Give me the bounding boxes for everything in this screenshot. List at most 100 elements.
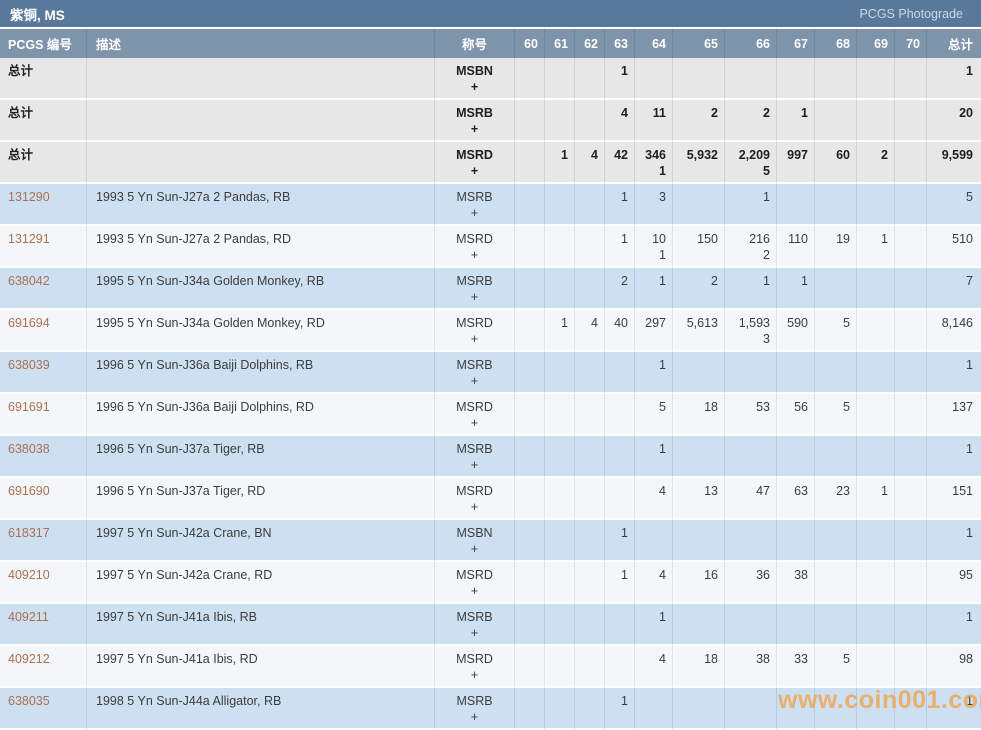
grade-cell-64: 4 (635, 562, 673, 604)
grade-cell-62 (575, 520, 605, 562)
pcgs-number-link[interactable]: 691690 (8, 484, 50, 498)
grade-count: 53 (756, 400, 770, 414)
grade-count: 18 (704, 400, 718, 414)
grade-cell-62 (575, 268, 605, 310)
designation-label: MSRB (456, 694, 493, 708)
grade-cell-63: 1 (605, 562, 635, 604)
coin-description: 1997 5 Yn Sun-J42a Crane, RD (96, 568, 273, 582)
header-designation: 称号 (435, 29, 515, 58)
coin-description: 1996 5 Yn Sun-J36a Baiji Dolphins, RB (96, 358, 314, 372)
coin-row: 691690 1996 5 Yn Sun-J37a Tiger, RD MSRD +4… (0, 478, 981, 520)
designation-plus: + (470, 164, 479, 178)
grade-cell-61 (545, 268, 575, 310)
total-row: 总计 MSRD +1 4 42 346 1 5,932 2,209 5 997 60 2 9,599 (0, 142, 981, 184)
row-total-cell: 7 (927, 268, 981, 310)
description-cell: 1996 5 Yn Sun-J36a Baiji Dolphins, RB (87, 352, 435, 394)
coin-description: 1998 5 Yn Sun-J44a Alligator, RB (96, 694, 282, 708)
header-grade-67: 67 (777, 29, 815, 58)
grade-cell-66: 53 (725, 394, 777, 436)
grade-cell-69 (857, 58, 895, 100)
grade-cell-63: 4 (605, 100, 635, 142)
designation-plus: + (470, 122, 479, 136)
pcgs-number-link[interactable]: 131290 (8, 190, 50, 204)
designation-label: MSRD (456, 652, 493, 666)
row-total-cell: 20 (927, 100, 981, 142)
grade-cell-65 (673, 184, 725, 226)
grade-cell-65 (673, 688, 725, 730)
grade-count: 33 (794, 652, 808, 666)
grade-count: 1 (621, 526, 628, 540)
grade-cell-63 (605, 394, 635, 436)
pcgs-number-link[interactable]: 409210 (8, 568, 50, 582)
grade-count: 4 (621, 106, 628, 120)
row-total: 151 (952, 484, 973, 498)
grade-cell-62 (575, 58, 605, 100)
grade-cell-70 (895, 394, 927, 436)
pcgs-number-link[interactable]: 691691 (8, 400, 50, 414)
grade-count: 40 (614, 316, 628, 330)
row-total: 8,146 (941, 316, 973, 330)
designation-plus: + (470, 710, 479, 724)
grade-cell-68 (815, 58, 857, 100)
grade-cell-66 (725, 688, 777, 730)
grade-count: 1 (621, 64, 628, 78)
grade-cell-67: 590 (777, 310, 815, 352)
coin-description: 1993 5 Yn Sun-J27a 2 Pandas, RD (96, 232, 292, 246)
pcgs-number-cell: 691690 (0, 478, 87, 520)
grade-count: 11 (652, 106, 666, 120)
pcgs-number-link[interactable]: 638039 (8, 358, 50, 372)
grade-cell-69 (857, 394, 895, 436)
grade-cell-67: 1 (777, 100, 815, 142)
pcgs-number-cell: 409212 (0, 646, 87, 688)
pcgs-number-link[interactable]: 618317 (8, 526, 50, 540)
pcgs-number-link[interactable]: 691694 (8, 316, 50, 330)
pcgs-number-link[interactable]: 131291 (8, 232, 50, 246)
grade-count: 1 (621, 190, 628, 204)
row-total-cell: 1 (927, 436, 981, 478)
grade-cell-67 (777, 58, 815, 100)
grade-cell-65 (673, 604, 725, 646)
pcgs-number-cell: 638042 (0, 268, 87, 310)
grade-cell-60 (515, 142, 545, 184)
table-header: PCGS 编号 描述 称号 60 61 62 63 64 65 66 67 68… (0, 29, 981, 58)
grade-count: 56 (794, 400, 808, 414)
grade-cell-63 (605, 604, 635, 646)
grade-cell-69 (857, 520, 895, 562)
grade-count: 5,613 (686, 316, 718, 330)
designation-label: MSRD (456, 568, 493, 582)
pcgs-number-link[interactable]: 409212 (8, 652, 50, 666)
pcgs-number-cell: 618317 (0, 520, 87, 562)
grade-cell-63 (605, 478, 635, 520)
grade-cell-67 (777, 184, 815, 226)
coin-row: 131291 1993 5 Yn Sun-J27a 2 Pandas, RD MSR… (0, 226, 981, 268)
grade-cell-68: 60 (815, 142, 857, 184)
designation-label: MSRB (456, 190, 493, 204)
pcgs-number-link[interactable]: 638035 (8, 694, 50, 708)
coin-row: 409211 1997 5 Yn Sun-J41a Ibis, RB MSRB +1 1 (0, 604, 981, 646)
grade-cell-65: 18 (673, 646, 725, 688)
grade-cell-66: 47 (725, 478, 777, 520)
grade-cell-68: 5 (815, 310, 857, 352)
grade-count: 1 (801, 274, 808, 288)
description-cell: 1997 5 Yn Sun-J42a Crane, BN (87, 520, 435, 562)
grade-count: 1 (659, 274, 666, 288)
photograde-link[interactable]: PCGS Photograde (859, 6, 963, 21)
grade-cell-62: 4 (575, 142, 605, 184)
designation-plus: + (470, 248, 479, 262)
grade-cell-70 (895, 436, 927, 478)
grade-count: 2,209 (738, 148, 770, 162)
grade-cell-68 (815, 436, 857, 478)
grade-count: 1 (659, 610, 666, 624)
row-total: 9,599 (941, 148, 973, 162)
pcgs-number-link[interactable]: 409211 (8, 610, 49, 624)
pcgs-number-link[interactable]: 638038 (8, 442, 50, 456)
grade-count: 2 (711, 106, 718, 120)
grade-cell-67 (777, 688, 815, 730)
pcgs-number-link[interactable]: 638042 (8, 274, 50, 288)
row-total-cell: 98 (927, 646, 981, 688)
coin-row: 638035 1998 5 Yn Sun-J44a Alligator, RB MS… (0, 688, 981, 730)
grade-cell-64: 11 (635, 100, 673, 142)
grade-cell-66: 38 (725, 646, 777, 688)
designation-label: MSBN (456, 64, 493, 78)
